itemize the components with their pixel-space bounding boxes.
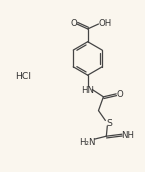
Text: NH: NH bbox=[121, 131, 134, 140]
Text: H₂N: H₂N bbox=[79, 138, 96, 147]
Text: S: S bbox=[106, 119, 112, 128]
Text: HCl: HCl bbox=[15, 72, 31, 81]
Text: OH: OH bbox=[98, 19, 112, 28]
Text: O: O bbox=[117, 90, 123, 99]
Text: O: O bbox=[70, 19, 77, 28]
Text: HN: HN bbox=[81, 86, 94, 95]
